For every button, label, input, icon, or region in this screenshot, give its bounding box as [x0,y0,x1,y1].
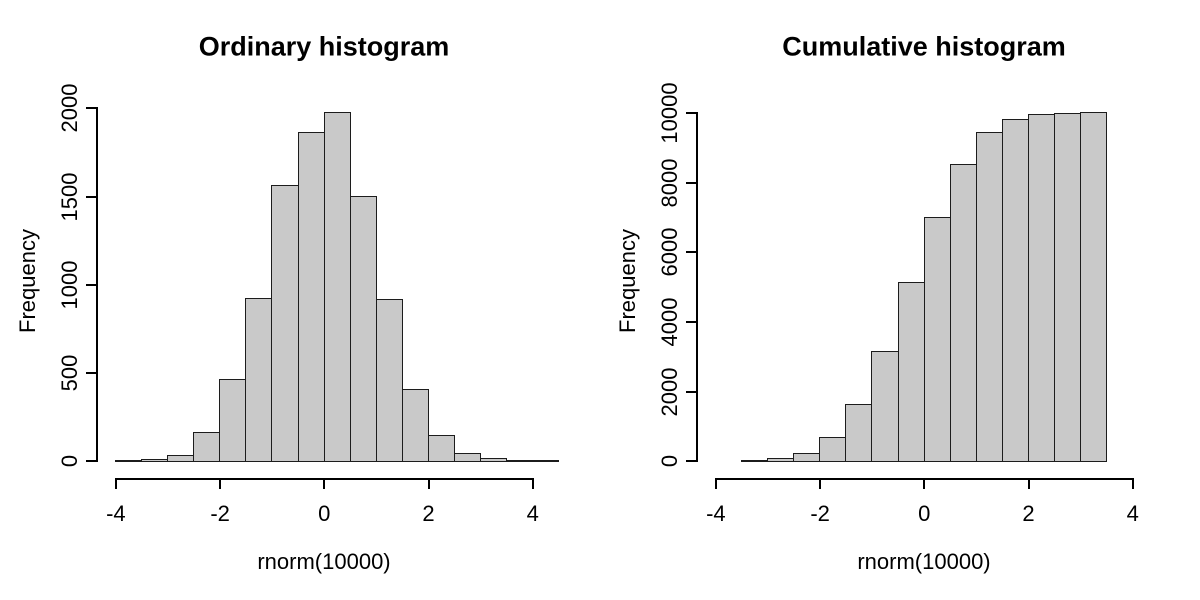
x-tick-label: 0 [918,501,931,526]
y-axis-tick [685,460,697,463]
y-tick-label: 2000 [57,83,82,133]
x-tick-label: 2 [1022,501,1035,526]
histogram-bar [897,282,926,463]
y-axis-tick [685,320,697,323]
y-tick-label: 0 [57,455,82,468]
x-axis-tick [1131,477,1134,489]
histogram-bar [167,455,195,463]
x-axis-tick [531,477,534,489]
y-axis-line [695,112,698,463]
y-axis-tick [85,283,97,286]
histogram-bar [115,460,143,463]
histogram-bar [505,459,534,463]
chart-title: Ordinary histogram [198,31,450,62]
histogram-bar [1053,112,1082,463]
y-axis-tick [85,372,97,375]
histogram-bar [923,216,952,463]
histogram-bar [427,434,456,463]
y-tick-label: 4000 [657,297,682,347]
x-axis-label: rnorm(10000) [257,549,391,574]
histogram-bar [453,453,482,463]
histogram-bar [871,350,899,463]
y-axis-line [95,107,98,463]
x-tick-label: -2 [210,501,230,526]
x-tick-label: 2 [422,501,435,526]
histogram-bar [349,195,378,463]
x-tick-label: -4 [106,501,126,526]
y-axis-tick [685,181,697,184]
histogram-bar [793,452,821,463]
y-tick-label: 0 [657,455,682,468]
x-tick-label: -4 [706,501,726,526]
histogram-bar [245,298,273,463]
x-axis-tick [323,477,326,489]
histogram-bar [1001,118,1030,463]
histogram-bar [401,389,430,463]
histogram-bar [219,379,247,463]
y-tick-label: 6000 [657,227,682,277]
histogram-bar [819,436,847,463]
x-tick-label: 4 [526,501,539,526]
x-axis-label: rnorm(10000) [857,549,991,574]
x-axis-tick [1027,477,1030,489]
histogram-bar [975,132,1004,463]
y-axis-tick [85,107,97,110]
y-axis-tick [685,112,697,114]
histogram-bar [949,163,978,463]
y-axis-tick [685,390,697,393]
x-axis-tick [427,477,430,489]
x-tick-label: -2 [810,501,830,526]
histogram-bar [141,459,169,463]
cumulative-histogram-panel: Cumulative histogram Frequency rnorm(100… [600,0,1200,600]
plot-area: -4 -2 0 2 4 0 500 1000 1500 2000 [57,83,560,526]
x-tick-label: 0 [318,501,331,526]
histogram-bar [323,111,352,463]
y-tick-label: 1000 [57,260,82,310]
y-tick-label: 1500 [57,172,82,222]
y-tick-label: 8000 [657,158,682,208]
y-axis-tick [685,251,697,254]
histogram-bar [297,132,326,463]
histogram-bar [531,460,560,463]
histogram-bar [375,299,404,463]
histogram-bar [271,185,299,463]
x-tick-label: 4 [1126,501,1139,526]
x-axis-tick [219,477,222,489]
histogram-bar [845,403,873,463]
x-axis-tick [114,477,117,489]
chart-title: Cumulative histogram [782,31,1066,62]
x-axis-tick [714,477,717,489]
y-axis-tick [85,195,97,198]
histogram-bar [1027,114,1056,463]
y-tick-label: 10000 [657,82,682,144]
y-tick-label: 500 [57,354,82,392]
y-axis-tick [85,460,97,463]
histogram-bar [767,458,795,463]
y-tick-label: 2000 [657,367,682,417]
histogram-bar [1079,112,1108,463]
x-axis-tick [819,477,822,489]
histogram-bar [479,458,508,463]
x-axis-tick [923,477,926,489]
ordinary-histogram-panel: Ordinary histogram Frequency rnorm(10000… [15,31,560,574]
histogram-bar [193,432,221,463]
plot-area: -4 -2 0 2 4 0 2000 4000 6000 8000 10000 [600,0,1200,600]
histogram-bar [741,460,769,463]
